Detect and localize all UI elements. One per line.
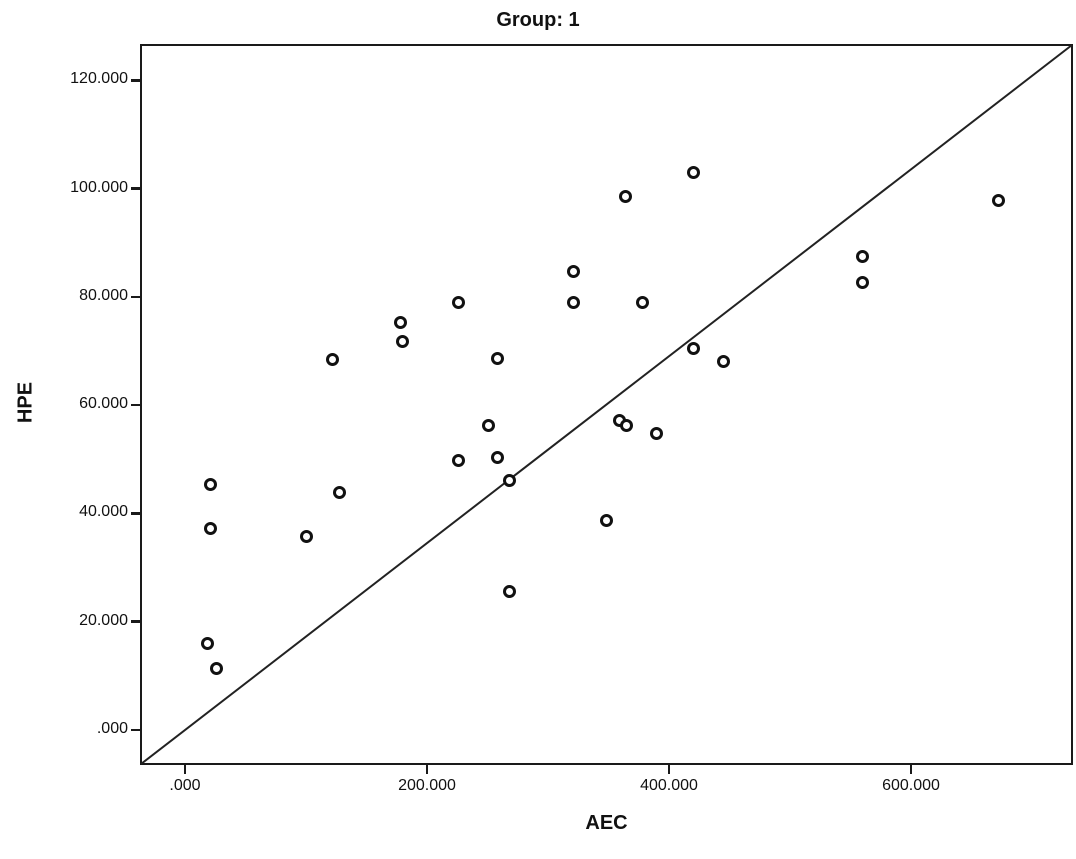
data-point [618,189,632,203]
data-point [566,265,580,279]
y-axis-tick-label: 40.000 [79,503,128,521]
data-point [490,450,504,464]
y-axis-tick-label: 60.000 [79,395,128,413]
data-point [566,295,580,309]
data-point [686,341,700,355]
data-point [620,418,634,432]
x-axis-tick [909,765,913,774]
y-axis-tick [131,728,140,732]
x-axis-tick [183,765,187,774]
y-axis-tick [131,512,140,515]
x-axis-tick-label: .000 [169,777,201,794]
data-point [201,637,215,651]
data-point [451,295,465,309]
y-axis-tick-label: 80.000 [79,286,128,304]
y-axis-tick-label: 100.000 [70,178,128,196]
reference-line [140,44,1073,765]
data-point [299,529,313,543]
data-point [203,522,217,536]
data-point [482,418,496,432]
data-point [502,474,516,488]
data-point [209,661,223,675]
y-axis-tick-label: 120.000 [70,70,128,88]
data-point [650,426,664,440]
chart-title: Group: 1 [496,9,580,31]
data-point [396,334,410,348]
x-axis-tick-label: 600.000 [882,777,940,794]
data-point [856,275,870,289]
data-point [686,166,700,180]
x-axis-tick [667,765,671,774]
x-axis-tick-label: 200.000 [398,777,456,794]
y-axis-tick [131,187,140,190]
y-axis-tick-label: 20.000 [79,611,128,629]
data-point [502,585,516,599]
data-point [203,477,217,491]
data-point [393,315,407,329]
data-point [451,454,465,468]
data-point [856,249,870,263]
y-axis-tick-label: .000 [96,719,128,737]
x-axis-tick-label: 400.000 [640,777,698,794]
y-axis-tick [131,620,140,623]
y-axis-tick [131,295,140,299]
data-point [716,355,730,369]
y-axis-tick [131,403,140,407]
data-point [599,514,613,528]
data-point [326,352,340,366]
data-point [333,486,347,500]
y-axis-title: HPE [14,381,37,423]
data-point [991,194,1005,208]
x-axis-tick [425,765,429,774]
data-point [635,296,649,310]
x-axis-title: AEC [585,812,628,834]
data-point [490,351,504,365]
y-axis-tick [131,79,140,82]
